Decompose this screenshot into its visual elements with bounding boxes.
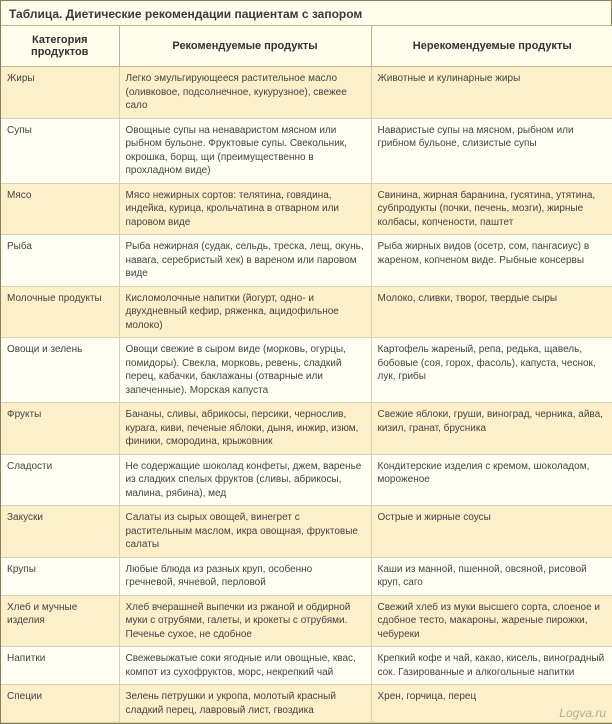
cell-not-recommended: Свежие яблоки, груши, виноград, черника,… — [371, 403, 612, 455]
cell-category: Специи — [1, 685, 119, 723]
cell-not-recommended: Картофель жареный, репа, редька, щавель,… — [371, 338, 612, 403]
cell-recommended: Мясо нежирных сортов: телятина, говядина… — [119, 183, 371, 235]
cell-recommended: Легко эмульгирующееся растительное масло… — [119, 67, 371, 119]
cell-recommended: Салаты из сырых овощей, винегрет с расти… — [119, 506, 371, 558]
cell-category: Хлеб и мучные изделия — [1, 595, 119, 647]
diet-table: Категория продуктов Рекомендуемые продук… — [1, 26, 612, 723]
cell-recommended: Не содержащие шоколад конфеты, джем, вар… — [119, 454, 371, 506]
table-row: КрупыЛюбые блюда из разных круп, особенн… — [1, 557, 612, 595]
table-row: СупыОвощные супы на ненаваристом мясном … — [1, 118, 612, 183]
cell-recommended: Кисломолочные напитки (йогурт, одно- и д… — [119, 286, 371, 338]
cell-category: Фрукты — [1, 403, 119, 455]
table-row: ФруктыБананы, сливы, абрикосы, персики, … — [1, 403, 612, 455]
col-recommended: Рекомендуемые продукты — [119, 26, 371, 67]
cell-not-recommended: Крепкий кофе и чай, какао, кисель, виног… — [371, 647, 612, 685]
cell-recommended: Овощи свежие в сыром виде (морковь, огур… — [119, 338, 371, 403]
table-row: СладостиНе содержащие шоколад конфеты, д… — [1, 454, 612, 506]
cell-category: Мясо — [1, 183, 119, 235]
cell-recommended: Свежевыжатые соки ягодные или овощные, к… — [119, 647, 371, 685]
cell-category: Закуски — [1, 506, 119, 558]
cell-recommended: Любые блюда из разных круп, особенно гре… — [119, 557, 371, 595]
cell-recommended: Зелень петрушки и укропа, молотый красны… — [119, 685, 371, 723]
diet-table-container: Таблица. Диетические рекомендации пациен… — [0, 0, 612, 724]
cell-category: Жиры — [1, 67, 119, 119]
table-row: Хлеб и мучные изделияХлеб вчерашней выпе… — [1, 595, 612, 647]
cell-category: Рыба — [1, 235, 119, 287]
col-not-recommended: Нерекомендуемые продукты — [371, 26, 612, 67]
table-title: Таблица. Диетические рекомендации пациен… — [1, 1, 611, 26]
table-row: НапиткиСвежевыжатые соки ягодные или ово… — [1, 647, 612, 685]
header-row: Категория продуктов Рекомендуемые продук… — [1, 26, 612, 67]
table-row: Молочные продуктыКисломолочные напитки (… — [1, 286, 612, 338]
cell-not-recommended: Рыба жирных видов (осетр, сом, пангасиус… — [371, 235, 612, 287]
col-category: Категория продуктов — [1, 26, 119, 67]
cell-not-recommended: Свинина, жирная баранина, гусятина, утят… — [371, 183, 612, 235]
cell-not-recommended: Молоко, сливки, творог, твердые сыры — [371, 286, 612, 338]
table-row: ЗакускиСалаты из сырых овощей, винегрет … — [1, 506, 612, 558]
table-row: МясоМясо нежирных сортов: телятина, говя… — [1, 183, 612, 235]
cell-category: Крупы — [1, 557, 119, 595]
table-row: ЖирыЛегко эмульгирующееся растительное м… — [1, 67, 612, 119]
cell-category: Молочные продукты — [1, 286, 119, 338]
table-row: Овощи и зеленьОвощи свежие в сыром виде … — [1, 338, 612, 403]
cell-not-recommended: Наваристые супы на мясном, рыбном или гр… — [371, 118, 612, 183]
table-row: СпецииЗелень петрушки и укропа, молотый … — [1, 685, 612, 723]
cell-not-recommended: Каши из манной, пшенной, овсяной, рисово… — [371, 557, 612, 595]
cell-recommended: Рыба нежирная (судак, сельдь, треска, ле… — [119, 235, 371, 287]
cell-recommended: Овощные супы на ненаваристом мясном или … — [119, 118, 371, 183]
cell-category: Напитки — [1, 647, 119, 685]
cell-category: Сладости — [1, 454, 119, 506]
cell-recommended: Хлеб вчерашней выпечки из ржаной и обдир… — [119, 595, 371, 647]
cell-not-recommended: Кондитерские изделия с кремом, шоколадом… — [371, 454, 612, 506]
watermark: Logva.ru — [559, 706, 606, 720]
cell-not-recommended: Острые и жирные соусы — [371, 506, 612, 558]
table-row: РыбаРыба нежирная (судак, сельдь, треска… — [1, 235, 612, 287]
cell-category: Супы — [1, 118, 119, 183]
cell-not-recommended: Свежий хлеб из муки высшего сорта, слоен… — [371, 595, 612, 647]
cell-not-recommended: Животные и кулинарные жиры — [371, 67, 612, 119]
cell-category: Овощи и зелень — [1, 338, 119, 403]
cell-recommended: Бананы, сливы, абрикосы, персики, чернос… — [119, 403, 371, 455]
